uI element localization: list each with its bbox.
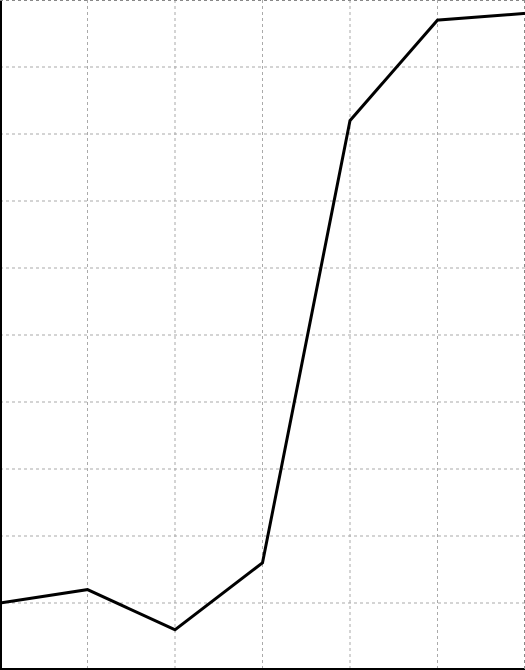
series-line: [0, 11, 525, 632]
series-layer: [0, 11, 525, 632]
